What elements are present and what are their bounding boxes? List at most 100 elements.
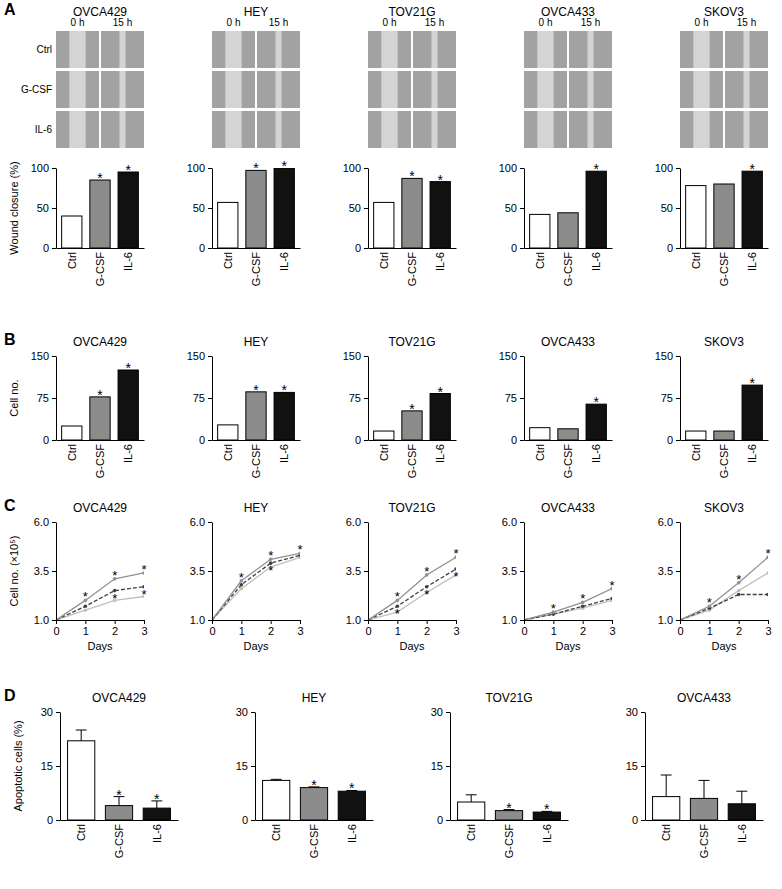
axis-line xyxy=(368,169,369,249)
y-axis: 01530 xyxy=(626,706,646,826)
significance-marker: * xyxy=(437,172,443,188)
chart-title: TOV21G xyxy=(485,691,532,705)
bar xyxy=(118,172,138,248)
series-line xyxy=(368,569,456,620)
chart-panel: HEY01530CtrlG-CSFIL-6** xyxy=(236,691,374,858)
image-column-label: 0 h xyxy=(695,17,709,28)
x-tick: 1 xyxy=(395,620,401,637)
y-axis: 050100 xyxy=(343,162,369,254)
x-axis: CtrlG-CSFIL-6 xyxy=(525,441,613,479)
x-tick: IL-6 xyxy=(746,252,758,271)
bar xyxy=(714,184,734,248)
x-tick: G-CSF xyxy=(94,252,106,287)
plot-area xyxy=(458,795,561,820)
image-column-label: 0 h xyxy=(71,17,85,28)
x-axis-title: Days xyxy=(399,640,425,652)
tick-mark xyxy=(85,620,86,624)
error-bar xyxy=(661,775,672,797)
y-axis: 01530 xyxy=(41,706,61,826)
axis-line xyxy=(680,357,681,441)
error-bar xyxy=(76,730,87,741)
y-tick: 3.5 xyxy=(658,565,680,577)
tick-label: 150 xyxy=(187,350,205,362)
tick-mark xyxy=(56,712,60,713)
x-tick: 2 xyxy=(424,620,430,637)
tick-mark xyxy=(52,208,56,209)
bar xyxy=(686,186,706,248)
tick-label: 0 xyxy=(632,814,638,826)
x-axis: Ctrl G-CSF IL-6 xyxy=(57,441,145,479)
tick-mark xyxy=(144,620,145,624)
wound-gap xyxy=(693,111,709,148)
significance-marker: * xyxy=(593,394,599,410)
x-tick: G-CSF xyxy=(250,444,262,479)
x-tick: G-CSF xyxy=(718,252,730,287)
tick-mark xyxy=(446,712,450,713)
y-axis: 075150 xyxy=(31,350,57,446)
image-column-label: 0 h xyxy=(383,17,397,28)
axis-line xyxy=(255,713,256,821)
x-tick: Ctrl xyxy=(66,444,78,461)
axis-line xyxy=(369,620,457,621)
micrograph xyxy=(212,31,255,68)
micrograph xyxy=(257,111,300,148)
micrograph xyxy=(524,111,567,148)
tick-mark xyxy=(364,168,368,169)
tick-label: 0 xyxy=(53,625,59,637)
axis-line xyxy=(524,523,525,621)
y-tick: 75 xyxy=(193,392,212,404)
x-tick: 3 xyxy=(297,620,303,637)
x-tick: G-CSF xyxy=(113,824,125,859)
micrograph xyxy=(569,111,612,148)
tick-label: 1 xyxy=(83,625,89,637)
tick-label: 3 xyxy=(141,625,147,637)
x-tick: Ctrl xyxy=(378,252,390,269)
tick-label: 150 xyxy=(655,350,673,362)
bar xyxy=(274,392,294,440)
tick-mark xyxy=(612,620,613,624)
y-tick: 150 xyxy=(31,350,56,362)
tick-label: 2 xyxy=(268,625,274,637)
y-tick: 6.0 xyxy=(34,516,56,528)
tick-label: 1 xyxy=(239,625,245,637)
x-axis: CtrlG-CSFIL-6 xyxy=(256,821,374,859)
tick-mark xyxy=(300,620,301,624)
tick-label: Ctrl xyxy=(378,444,390,461)
y-tick: 0 xyxy=(511,242,524,254)
series-line xyxy=(212,557,300,620)
wound-gap xyxy=(275,71,281,108)
series-line xyxy=(56,596,144,620)
y-tick: 6.0 xyxy=(658,516,680,528)
y-tick: 0 xyxy=(667,434,680,446)
x-axis: CtrlG-CSFIL-6 xyxy=(57,249,145,287)
series-line xyxy=(680,595,768,620)
significance-marker: * xyxy=(311,777,317,793)
x-tick: G-CSF xyxy=(698,824,710,859)
x-tick: Ctrl xyxy=(534,252,546,269)
tick-mark xyxy=(446,820,450,821)
significance-marker: * xyxy=(154,791,160,807)
x-tick: IL-6 xyxy=(122,444,134,463)
x-axis: CtrlG-CSFIL-6 xyxy=(61,821,179,859)
tick-label: G-CSF xyxy=(94,444,106,479)
y-tick: 75 xyxy=(505,392,524,404)
wound-gap xyxy=(275,31,281,68)
chart-title: HEY xyxy=(244,501,269,515)
tick-label: 3 xyxy=(453,625,459,637)
tick-label: G-CSF xyxy=(406,444,418,479)
wound-gap xyxy=(275,111,281,148)
tick-label: 50 xyxy=(37,202,49,214)
tick-label: G-CSF xyxy=(113,824,125,859)
tick-mark xyxy=(364,398,368,399)
image-column-label: 15 h xyxy=(113,17,132,28)
y-tick: 100 xyxy=(499,162,524,174)
tick-mark xyxy=(680,620,681,624)
y-tick: 15 xyxy=(41,760,60,772)
series-marker xyxy=(240,587,244,591)
y-tick: 0 xyxy=(43,434,56,446)
tick-label: Ctrl xyxy=(690,444,702,461)
micrograph xyxy=(413,111,456,148)
tick-label: IL-6 xyxy=(151,824,163,843)
tick-label: 1 xyxy=(551,625,557,637)
plot-area xyxy=(62,370,139,440)
